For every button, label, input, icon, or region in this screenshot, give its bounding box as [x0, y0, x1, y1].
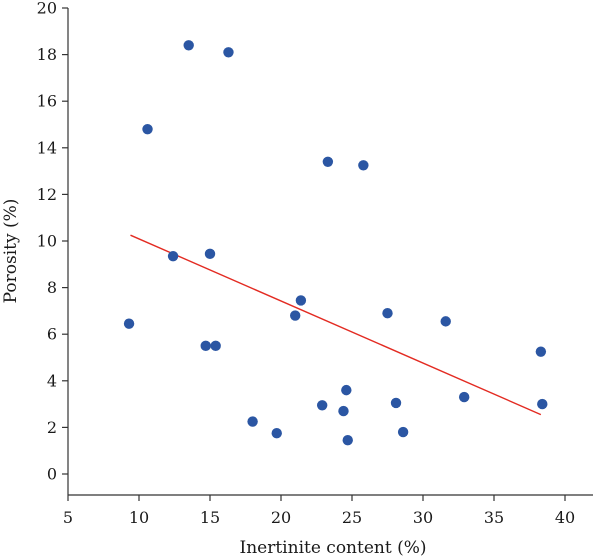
plot-area: 0 2 4 6 8 10 12 14 16 18 20 5 10 15 20 25 30 35 40 [37, 0, 593, 527]
data-point [358, 160, 369, 171]
y-tick-label: 8 [47, 278, 57, 297]
data-point [271, 428, 282, 439]
data-point [440, 316, 451, 327]
data-point [204, 248, 216, 260]
data-point [167, 250, 179, 262]
data-point [342, 435, 353, 446]
x-tick-label: 20 [271, 508, 291, 527]
y-axis-label: Porosity (%) [1, 199, 21, 304]
data-point [142, 123, 153, 135]
y-tick-label: 16 [37, 92, 57, 111]
data-point [200, 340, 211, 352]
data-point [123, 318, 135, 329]
y-tick-label: 2 [47, 418, 57, 437]
data-point [290, 310, 301, 321]
x-tick-label: 25 [342, 508, 362, 527]
x-tick-label: 35 [484, 508, 504, 527]
data-point [390, 397, 402, 409]
data-point [223, 47, 234, 58]
y-tick-label: 4 [47, 371, 57, 390]
x-tick-label: 30 [413, 508, 433, 527]
y-tick-label: 0 [47, 465, 57, 484]
data-point [210, 340, 221, 352]
data-point [316, 400, 328, 411]
y-tick-label: 6 [47, 325, 57, 344]
data-point [322, 156, 334, 167]
x-axis-ticks: 5 10 15 20 25 30 35 40 [63, 495, 575, 527]
x-tick-label: 40 [555, 508, 575, 527]
data-point [247, 416, 258, 427]
data-point [397, 426, 409, 438]
y-tick-label: 12 [37, 185, 57, 204]
data-point [458, 391, 470, 403]
data-point [183, 40, 194, 51]
data-point [338, 405, 349, 417]
data-point [535, 346, 547, 357]
data-point [295, 295, 307, 306]
trend-line [130, 234, 542, 416]
y-axis-ticks: 0 2 4 6 8 10 12 14 16 18 20 [37, 0, 68, 484]
x-tick-label: 10 [129, 508, 149, 527]
x-tick-label: 5 [63, 508, 73, 527]
y-tick-label: 18 [37, 45, 57, 64]
y-tick-label: 10 [37, 232, 57, 251]
data-point [382, 308, 393, 319]
y-tick-label: 20 [37, 0, 57, 18]
data-points-layer [123, 40, 548, 446]
y-tick-label: 14 [37, 138, 57, 157]
x-tick-label: 15 [200, 508, 220, 527]
x-axis-label: Inertinite content (%) [240, 538, 427, 557]
data-point [341, 384, 352, 396]
trend-line-layer [130, 234, 542, 416]
data-point [537, 398, 548, 410]
